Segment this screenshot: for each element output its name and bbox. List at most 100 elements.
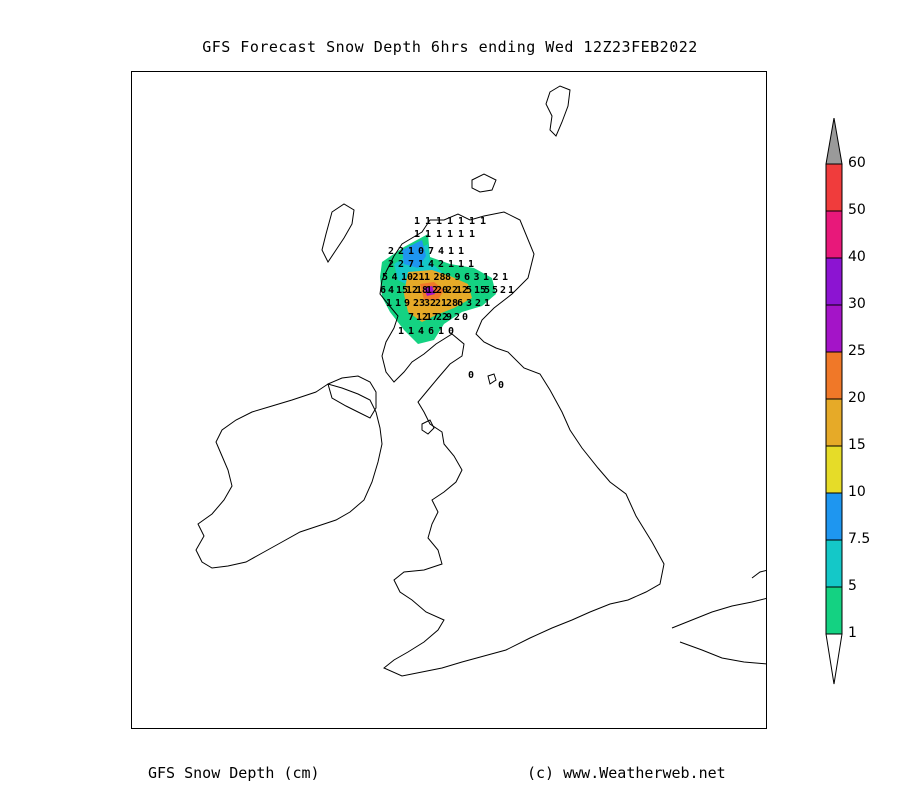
grid-value: 22 [436, 312, 448, 323]
grid-value: 9 [455, 272, 461, 283]
grid-value: 1 [408, 246, 414, 257]
grid-value: 3 [474, 272, 480, 283]
legend-swatch [825, 163, 843, 212]
grid-value: 1 [458, 246, 464, 257]
grid-value: 1 [414, 216, 420, 227]
great-britain-coastline [379, 211, 665, 677]
legend-label: 15 [848, 437, 866, 453]
legend-label: 50 [848, 202, 866, 218]
grid-value: 32 [424, 298, 436, 309]
grid-value: 2 [500, 285, 506, 296]
grid-value: 5 [466, 285, 472, 296]
grid-value-isolated: 0 [468, 370, 474, 381]
grid-value: 1 [425, 216, 431, 227]
grid-value: 1 [408, 326, 414, 337]
grid-value: 8 [445, 272, 451, 283]
legend-label: 30 [848, 296, 866, 312]
grid-value: 28 [434, 272, 446, 283]
northern-ireland-coastline [327, 375, 377, 419]
grid-value: 6 [457, 298, 463, 309]
legend-label: 20 [848, 390, 866, 406]
grid-value: 4 [438, 246, 444, 257]
grid-value: 6 [464, 272, 470, 283]
grid-value-isolated: 0 [498, 380, 504, 391]
legend-label: 10 [848, 484, 866, 500]
grid-value: 1 [483, 272, 489, 283]
grid-value: 1 [458, 259, 464, 270]
grid-value: 6 [380, 285, 386, 296]
grid-value: 1 [458, 229, 464, 240]
grid-value: 15 [396, 285, 408, 296]
grid-value: 1 [469, 216, 475, 227]
lake-outline [487, 373, 497, 385]
grid-value: 1 [438, 326, 444, 337]
snow-shading [380, 234, 496, 344]
grid-value: 1 [448, 259, 454, 270]
grid-value: 2 [398, 246, 404, 257]
grid-value: 1 [414, 229, 420, 240]
grid-value: 0 [448, 326, 454, 337]
grid-value: 5 [382, 272, 388, 283]
legend-swatch [825, 304, 843, 353]
legend-label: 60 [848, 155, 866, 171]
grid-value: 2 [438, 259, 444, 270]
legend-swatch [825, 586, 843, 635]
grid-value: 3 [466, 298, 472, 309]
legend-triangle-bottom [825, 633, 843, 685]
grid-value: 12 [416, 312, 428, 323]
grid-value: 1 [468, 259, 474, 270]
grid-value: 5 [484, 285, 490, 296]
isle-of-man-coastline [421, 419, 435, 435]
legend-swatch [825, 351, 843, 400]
footer-units-label: GFS Snow Depth (cm) [148, 764, 320, 782]
legend-swatch [825, 445, 843, 494]
grid-value: 1 [469, 229, 475, 240]
grid-value: 1 [418, 259, 424, 270]
grid-value: 17 [426, 312, 438, 323]
grid-value: 1 [447, 229, 453, 240]
grid-value: 1 [508, 285, 514, 296]
grid-value: 1 [448, 246, 454, 257]
grid-value: 1 [436, 216, 442, 227]
grid-value: 1 [425, 229, 431, 240]
grid-value: 2 [454, 312, 460, 323]
grid-value: 1 [436, 229, 442, 240]
grid-value: 15 [474, 285, 486, 296]
legend-swatch [825, 257, 843, 306]
grid-value: 12 [406, 285, 418, 296]
grid-value: 23 [413, 298, 425, 309]
legend-label: 1 [848, 625, 857, 641]
legend-label: 5 [848, 578, 857, 594]
grid-value: 12 [456, 285, 468, 296]
grid-value: 0 [462, 312, 468, 323]
grid-value: 4 [428, 259, 434, 270]
grid-value: 7 [428, 246, 434, 257]
grid-value: 2 [493, 272, 499, 283]
grid-value: 1 [447, 216, 453, 227]
mainland-europe-coastline [671, 569, 766, 665]
chart-title: GFS Forecast Snow Depth 6hrs ending Wed … [202, 38, 698, 56]
legend-swatch [825, 539, 843, 588]
legend-swatch [825, 210, 843, 259]
legend-label: 40 [848, 249, 866, 265]
footer-copyright: (c) www.Weatherweb.net [527, 764, 726, 782]
grid-value: 20 [436, 285, 448, 296]
grid-value: 28 [446, 298, 458, 309]
legend-label: 25 [848, 343, 866, 359]
color-legend: 60 50 40 30 25 20 15 10 7.5 5 1 [810, 118, 890, 688]
grid-value: 6 [428, 326, 434, 337]
legend-bar [825, 118, 843, 685]
legend-swatch [825, 398, 843, 447]
grid-value: 18 [416, 285, 428, 296]
grid-value: 1 [398, 326, 404, 337]
grid-value: 2 [475, 298, 481, 309]
grid-value: 1 [502, 272, 508, 283]
grid-value: 21 [435, 298, 447, 309]
grid-value: 1 [386, 298, 392, 309]
grid-value: 12 [426, 285, 438, 296]
grid-value: 4 [392, 272, 398, 283]
grid-value: 9 [404, 298, 410, 309]
map-svg: 1 1 1 1 1 1 11 1 1 1 1 12 2 1 0 7 4 1 12 2 7 1 4 2 1 1 15 4 10 21 1 28 8… [195, 85, 766, 677]
grid-value: 2 [388, 246, 394, 257]
grid-value: 1 [395, 298, 401, 309]
